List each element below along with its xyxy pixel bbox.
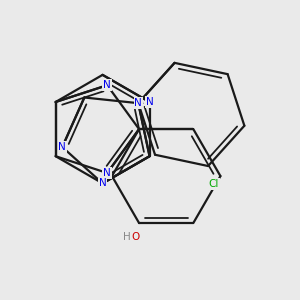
Text: N: N [134,98,142,108]
Text: Cl: Cl [209,179,219,189]
Text: N: N [58,142,66,152]
Text: N: N [99,178,106,188]
Text: N: N [146,97,153,107]
Text: O: O [131,232,139,242]
Text: N: N [103,80,111,90]
Text: N: N [103,168,111,178]
Text: H: H [123,232,131,242]
